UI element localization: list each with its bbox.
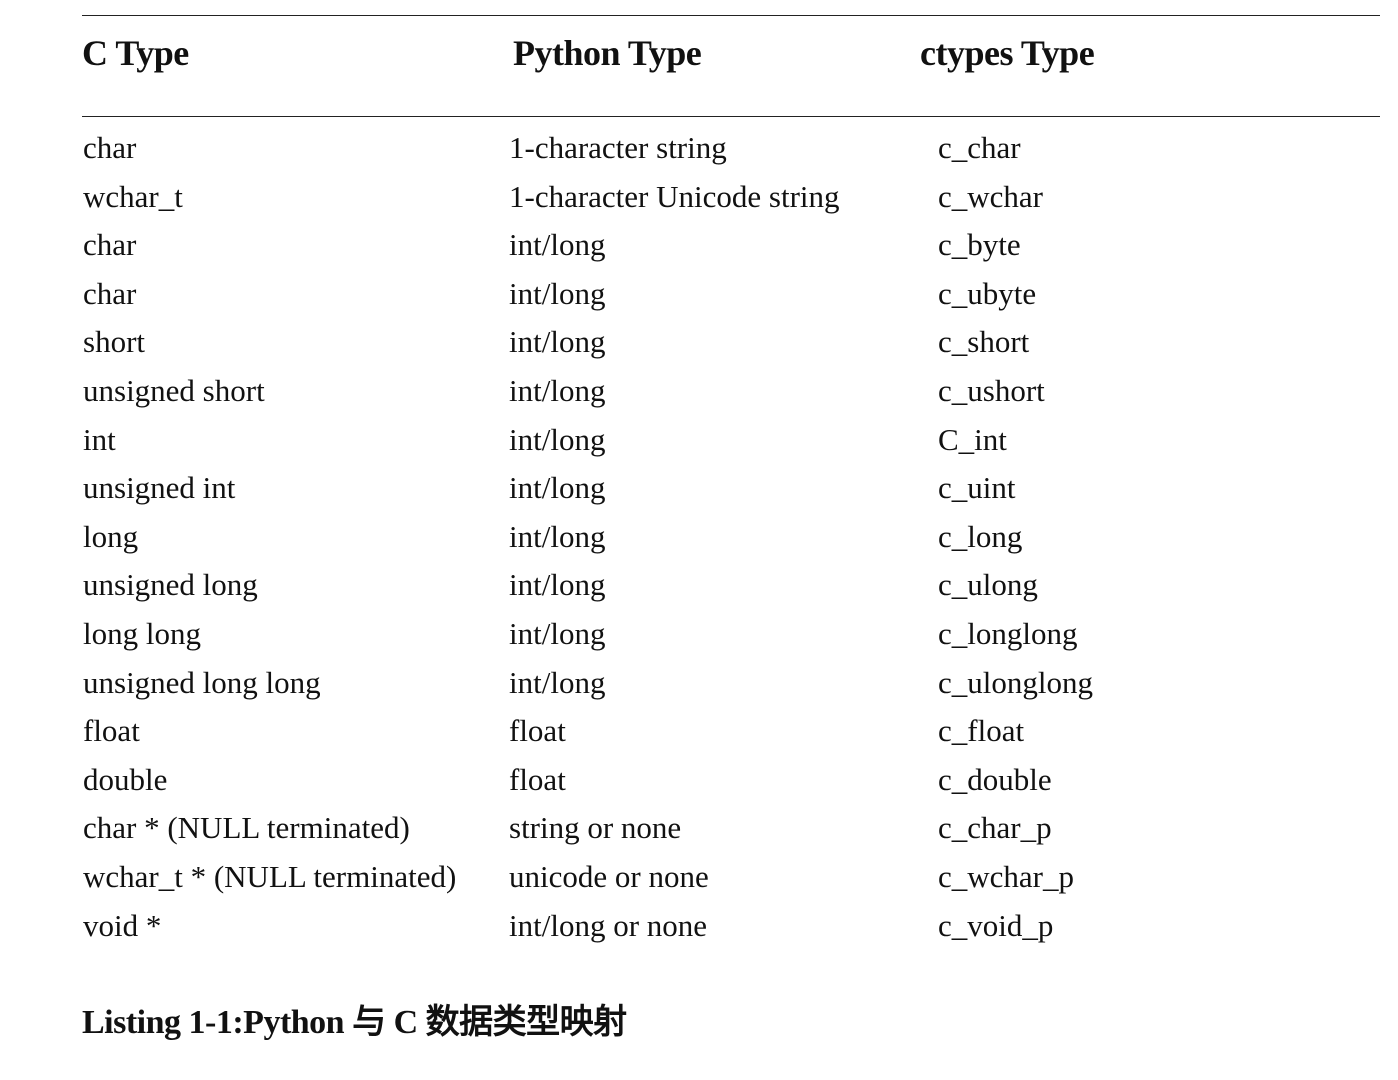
python-type-cell: int/long [509, 324, 606, 360]
table-row: wchar_t * (NULL terminated) unicode or no… [0, 853, 1398, 902]
listing-caption: Listing 1-1:Python 与 C 数据类型映射 [82, 1004, 627, 1041]
c-type-cell: unsigned short [83, 372, 265, 408]
table-row: char int/long c_ubyte [0, 270, 1398, 319]
table-row: int int/long C_int [0, 416, 1398, 465]
python-type-cell: float [509, 761, 566, 797]
c-type-cell: char [83, 227, 137, 263]
ctypes-type-cell: c_wchar [938, 178, 1043, 214]
ctypes-type-cell: c_ulong [938, 567, 1038, 603]
table-row: unsigned int int/long c_uint [0, 464, 1398, 513]
python-type-cell: 1-character Unicode string [509, 178, 840, 214]
ctypes-type-cell: c_byte [938, 227, 1021, 263]
python-type-cell: int/long [509, 372, 606, 408]
ctypes-type-cell: c_ushort [938, 372, 1045, 408]
table-row: unsigned short int/long c_ushort [0, 367, 1398, 416]
c-type-cell: char [83, 130, 137, 165]
c-type-cell: short [83, 324, 145, 360]
python-type-cell: 1-character string [509, 130, 727, 165]
ctypes-type-cell: c_double [938, 761, 1052, 797]
python-type-cell: float [509, 713, 566, 749]
c-type-cell: double [83, 761, 168, 797]
table-row: char 1-character string c_char [0, 124, 1398, 173]
ctypes-type-cell: c_ubyte [938, 275, 1037, 311]
table-row: char int/long c_byte [0, 221, 1398, 270]
ctypes-type-cell: c_ulonglong [938, 664, 1093, 700]
python-type-cell: string or none [509, 810, 682, 846]
python-type-cell: int/long [509, 470, 606, 506]
python-type-cell: int/long [509, 421, 606, 457]
table-row: char * (NULL terminated) string or none c_… [0, 804, 1398, 853]
ctypes-type-cell: c_char [938, 130, 1021, 165]
c-type-cell: char * (NULL terminated) [83, 810, 410, 846]
table-row: unsigned long long int/long c_ulonglong [0, 659, 1398, 708]
table-row: short int/long c_short [0, 318, 1398, 367]
python-type-cell: int/long [509, 664, 606, 700]
table-top-rule [82, 15, 1380, 16]
c-type-cell: wchar_t * (NULL terminated) [83, 858, 457, 894]
ctypes-type-cell: C_int [938, 421, 1007, 457]
table-row: float float c_float [0, 707, 1398, 756]
table-row: double float c_double [0, 756, 1398, 805]
c-type-cell: void * [83, 907, 162, 943]
ctypes-type-cell: c_wchar_p [938, 858, 1074, 894]
c-type-cell: char [83, 275, 137, 311]
ctypes-type-cell: c_uint [938, 470, 1016, 506]
c-type-cell: unsigned long long [83, 664, 321, 700]
header-python-type: Python Type [513, 33, 702, 73]
c-type-cell: int [83, 421, 116, 457]
table-row: wchar_t 1-character Unicode string c_wchar [0, 173, 1398, 222]
table-row: void * int/long or none c_void_p [0, 902, 1398, 951]
python-type-cell: int/long [509, 615, 606, 651]
table-row: long int/long c_long [0, 513, 1398, 562]
c-type-cell: unsigned int [83, 470, 236, 506]
ctypes-type-cell: c_longlong [938, 615, 1078, 651]
table-row: unsigned long int/long c_ulong [0, 561, 1398, 610]
c-type-cell: float [83, 713, 140, 749]
table-row: long long int/long c_longlong [0, 610, 1398, 659]
c-type-cell: long [83, 518, 139, 554]
header-c-type: C Type [82, 33, 189, 73]
python-type-cell: int/long [509, 227, 606, 263]
python-type-cell: int/long [509, 567, 606, 603]
ctypes-type-cell: c_long [938, 518, 1023, 554]
ctypes-type-cell: c_float [938, 713, 1025, 749]
python-type-cell: int/long [509, 275, 606, 311]
table-header-row: C Type Python Type ctypes Type [0, 28, 1398, 78]
python-type-cell: unicode or none [509, 858, 709, 894]
ctypes-type-cell: c_void_p [938, 907, 1054, 943]
ctypes-type-cell: c_char_p [938, 810, 1052, 846]
table-body: char 1-character string c_char wchar_t 1-cha… [0, 124, 1398, 950]
ctypes-type-cell: c_short [938, 324, 1030, 360]
table-header-rule [82, 116, 1380, 117]
c-type-cell: long long [83, 615, 201, 651]
c-type-cell: unsigned long [83, 567, 258, 603]
python-type-cell: int/long [509, 518, 606, 554]
header-ctypes-type: ctypes Type [920, 33, 1095, 73]
python-type-cell: int/long or none [509, 907, 708, 943]
c-type-cell: wchar_t [83, 178, 183, 214]
